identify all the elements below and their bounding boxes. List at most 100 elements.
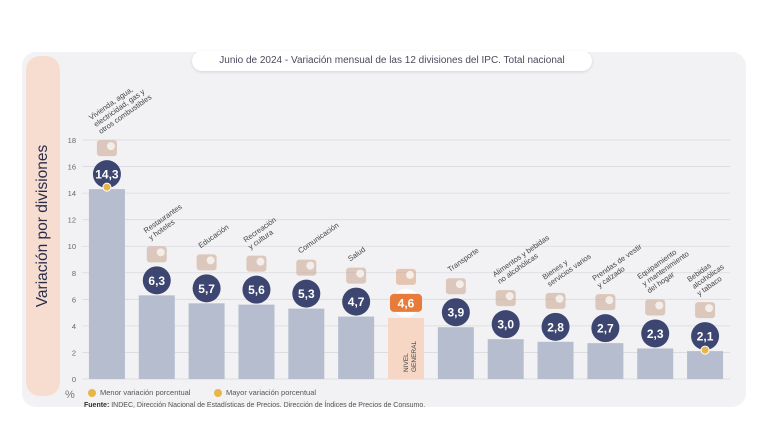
comb-scissors-icon-detail — [555, 294, 564, 303]
bar — [88, 189, 125, 379]
y-tick-label: 2 — [72, 348, 76, 357]
y-tick-label: 14 — [68, 189, 76, 198]
wine-bottle-glass-icon — [695, 302, 716, 319]
data-label: 2,3 — [647, 327, 664, 341]
first-aid-kit-icon — [346, 267, 367, 284]
value-badge — [691, 322, 720, 351]
legend-max: Mayor variación porcentual — [214, 388, 317, 398]
value-badge — [342, 287, 371, 316]
data-label: 5,7 — [198, 282, 215, 296]
air-conditioner-icon-detail — [655, 301, 664, 310]
clothing-icon — [595, 294, 616, 311]
y-tick-label: 16 — [68, 163, 76, 172]
data-label: 2,1 — [697, 330, 714, 344]
category-label: NIVELGENERAL — [403, 341, 418, 372]
category-label-line: Transporte — [446, 246, 481, 274]
tools-lightbulb-icon — [96, 140, 117, 157]
data-label: 3,9 — [448, 306, 465, 320]
legend-max-marker — [214, 389, 222, 398]
legend-max-label: Mayor variación porcentual — [226, 388, 317, 397]
y-axis-unit: % — [65, 389, 75, 401]
bar — [487, 339, 524, 379]
category-label: Bienes yservicios varios — [541, 245, 593, 289]
chart-title-text: - Variación mensual de las 12 divisiones… — [282, 55, 565, 66]
shopping-bag-icon — [396, 268, 416, 285]
bar — [537, 341, 574, 379]
category-label: Transporte — [446, 246, 481, 274]
max-marker — [102, 182, 112, 192]
mobile-phone-icon-detail — [306, 261, 315, 270]
y-tick-label: 6 — [72, 295, 76, 304]
category-label: Comunicación — [296, 221, 340, 256]
food-basket-icon-detail — [505, 292, 514, 301]
value-badge — [92, 160, 121, 189]
bar — [138, 295, 175, 379]
source-note: Fuente: INDEC, Dirección Nacional de Est… — [84, 402, 425, 409]
data-label: 4,6 — [398, 296, 415, 310]
legend-min-label: Menor variación porcentual — [100, 388, 191, 397]
first-aid-kit-icon-detail — [356, 269, 365, 278]
food-basket-icon — [495, 290, 516, 307]
air-conditioner-icon — [645, 299, 666, 316]
category-label-line: Comunicación — [296, 221, 340, 256]
value-badge — [192, 274, 221, 303]
category-label-line: GENERAL — [411, 341, 418, 372]
bar — [637, 348, 674, 379]
value-badge — [491, 310, 520, 339]
value-badge — [242, 275, 271, 304]
y-tick-label: 0 — [72, 375, 76, 384]
books-icon-detail — [206, 256, 215, 265]
chart-title-date: Junio de 2024 — [219, 55, 283, 66]
data-label: 2,7 — [597, 322, 614, 336]
bar — [338, 316, 375, 379]
category-label-line: Salud — [346, 245, 367, 263]
bar — [188, 303, 225, 379]
chart-title: Junio de 2024 - Variación mensual de las… — [192, 51, 592, 71]
category-label: Vivienda, agua,electricidad, gas yotros … — [87, 78, 153, 135]
data-label: 4,7 — [348, 295, 365, 309]
sube-card-icon-detail — [455, 280, 464, 289]
bar — [238, 304, 275, 379]
value-badge — [541, 312, 570, 341]
bar — [687, 351, 724, 379]
bar — [437, 327, 474, 379]
category-label-line: NIVEL — [403, 353, 410, 372]
data-label: 14,3 — [95, 168, 119, 182]
sun-umbrella-icon — [246, 255, 267, 272]
category-label: Restaurantesy hoteles — [142, 202, 189, 242]
tools-lightbulb-icon-detail — [106, 142, 115, 151]
category-label: Prendas de vestiry calzado — [590, 242, 648, 290]
bar — [288, 308, 325, 379]
plate-cutlery-icon — [146, 246, 167, 263]
y-tick-label: 8 — [72, 269, 76, 278]
value-badge-highlight — [390, 293, 422, 312]
sun-umbrella-icon-detail — [256, 257, 265, 266]
y-axis-label-box — [26, 56, 60, 396]
plate-cutlery-icon-detail — [156, 248, 165, 257]
sube-card-icon — [445, 278, 466, 295]
wine-bottle-glass-icon-detail — [705, 304, 714, 313]
value-badge — [142, 266, 171, 295]
legend-min-marker — [88, 389, 96, 398]
value-badge — [591, 314, 620, 343]
data-label: 3,0 — [497, 318, 514, 332]
clothing-icon-detail — [605, 296, 614, 305]
value-badge — [292, 279, 321, 308]
category-label: Equipamientoy mantenimientodel hogar — [635, 242, 695, 295]
books-icon — [196, 254, 217, 271]
bar — [587, 343, 624, 379]
category-label: Salud — [346, 245, 367, 263]
y-tick-label: 18 — [68, 136, 76, 145]
comb-scissors-icon — [545, 292, 566, 309]
y-tick-label: 12 — [68, 216, 76, 225]
source-text: INDEC, Dirección Nacional de Estadística… — [109, 402, 426, 409]
shopping-bag-icon-detail — [406, 270, 414, 279]
data-label: 5,6 — [248, 283, 265, 297]
data-label: 6,3 — [148, 274, 165, 288]
category-label: Bebidasalcohólicasy tabaco — [685, 255, 731, 298]
y-tick-label: 4 — [72, 322, 76, 331]
legend-min: Menor variación porcentual — [88, 388, 191, 398]
y-tick-label: 10 — [68, 242, 76, 251]
value-badge — [441, 298, 470, 327]
